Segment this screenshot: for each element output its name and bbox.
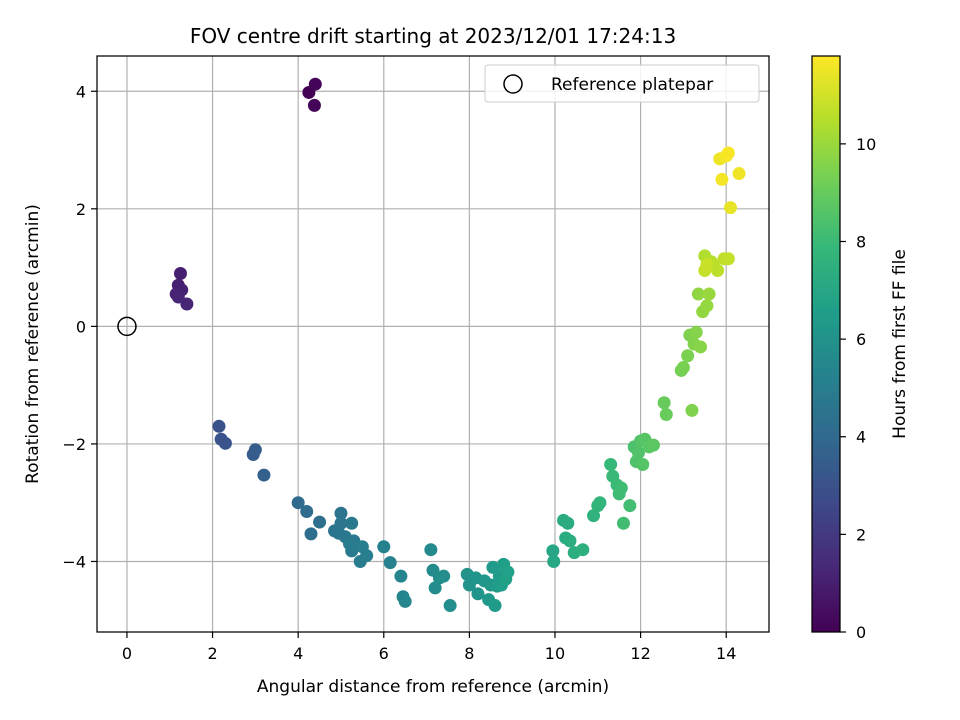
y-tick-label: 2: [76, 200, 86, 219]
data-point: [398, 594, 412, 608]
data-point: [691, 287, 705, 301]
data-point: [424, 543, 438, 557]
data-point: [304, 527, 318, 541]
x-axis: 0 2 4 6 8 10 12 14: [122, 632, 736, 663]
legend-marker-icon: [503, 74, 523, 94]
data-point: [471, 587, 485, 601]
data-point: [218, 436, 232, 450]
data-point: [394, 569, 408, 583]
data-point: [659, 408, 673, 422]
x-tick-label: 2: [207, 644, 217, 663]
y-axis-label: Rotation from reference (arcmin): [23, 204, 43, 484]
x-tick-label: 10: [545, 644, 565, 663]
x-tick-label: 4: [293, 644, 303, 663]
data-point: [173, 266, 187, 280]
x-tick-label: 12: [630, 644, 650, 663]
colorbar-tick-label: 0: [856, 623, 866, 642]
colorbar-gradient: [812, 56, 840, 632]
data-point: [561, 516, 575, 530]
plot-area: [96, 55, 770, 633]
data-point: [212, 419, 226, 433]
data-point: [702, 287, 716, 301]
data-point: [437, 569, 451, 583]
data-point: [576, 543, 590, 557]
y-axis: −4 −2 0 2 4: [62, 82, 97, 571]
x-tick-label: 8: [464, 644, 474, 663]
data-point: [631, 446, 645, 460]
data-point: [732, 167, 746, 181]
data-point: [547, 554, 561, 568]
data-point: [685, 403, 699, 417]
legend-label: Reference platepar: [551, 75, 713, 95]
y-tick-label: 4: [76, 82, 86, 101]
y-tick-label: 0: [76, 317, 86, 336]
colorbar-tick-label: 10: [856, 135, 876, 154]
colorbar-ticks: 0 2 4 6 8 10: [840, 135, 876, 642]
data-point: [563, 534, 577, 548]
data-point: [360, 549, 374, 563]
reference-point: [117, 316, 137, 337]
colorbar-tick-label: 4: [856, 428, 866, 447]
x-tick-label: 0: [122, 644, 132, 663]
data-point: [646, 438, 660, 452]
data-point: [383, 556, 397, 570]
data-point: [345, 516, 359, 530]
colorbar-tick-label: 8: [856, 232, 866, 251]
data-point: [291, 496, 305, 510]
data-point: [711, 264, 725, 278]
data-point: [171, 290, 185, 304]
plot-frame: [96, 55, 770, 633]
y-tick-label: −4: [62, 552, 86, 571]
data-point: [689, 325, 703, 339]
data-point: [334, 516, 348, 530]
x-tick-label: 14: [716, 644, 736, 663]
data-point: [308, 77, 322, 91]
data-point: [681, 349, 695, 363]
data-point: [300, 505, 314, 519]
data-point: [614, 481, 628, 495]
legend-box: [484, 64, 760, 103]
plot-background: [97, 56, 769, 632]
data-point: [636, 457, 650, 471]
data-point: [721, 146, 735, 160]
data-point: [313, 515, 327, 529]
data-point: [546, 544, 560, 558]
data-point: [428, 581, 442, 595]
data-point: [700, 299, 714, 313]
scatter-points: [169, 77, 746, 613]
y-tick-label: −2: [62, 435, 86, 454]
data-point: [676, 361, 690, 375]
data-point: [604, 457, 618, 471]
data-point: [657, 396, 671, 410]
data-point: [694, 340, 708, 354]
data-point: [343, 537, 357, 551]
data-point: [501, 565, 515, 579]
data-point: [593, 496, 607, 510]
colorbar-frame: [811, 55, 841, 633]
data-point: [248, 443, 262, 457]
data-point: [616, 516, 630, 530]
data-point: [443, 599, 457, 613]
data-point: [307, 98, 321, 112]
colorbar-label: Hours from first FF file: [890, 249, 910, 439]
data-point: [180, 297, 194, 311]
colorbar: 0 2 4 6 8 10 Hours from first FF file: [811, 55, 910, 642]
colorbar-tick-label: 2: [856, 525, 866, 544]
x-tick-label: 6: [379, 644, 389, 663]
colorbar-tick-label: 6: [856, 330, 866, 349]
x-axis-label: Angular distance from reference (arcmin): [257, 677, 609, 697]
legend: Reference platepar: [484, 64, 760, 103]
data-point: [334, 506, 348, 520]
data-point: [488, 599, 502, 613]
data-point: [587, 509, 601, 523]
data-point: [721, 252, 735, 266]
data-point: [623, 499, 637, 513]
chart-title: FOV centre drift starting at 2023/12/01 …: [190, 24, 676, 48]
data-point: [377, 540, 391, 554]
data-point: [257, 468, 271, 482]
data-point: [715, 172, 729, 186]
data-point: [723, 201, 737, 215]
data-point: [700, 258, 714, 272]
